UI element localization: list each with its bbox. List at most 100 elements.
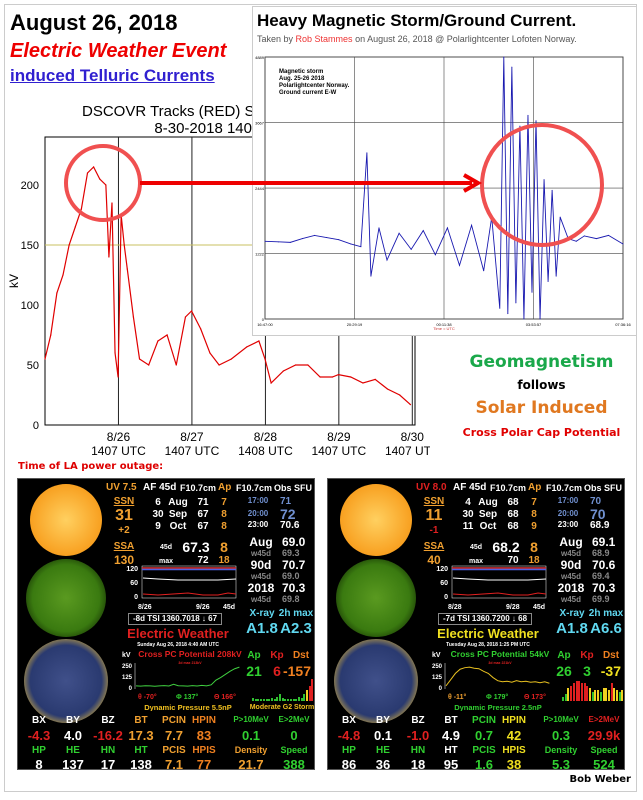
imf-label: P>10MeV	[543, 715, 579, 724]
data-point	[295, 364, 297, 366]
kp-bar	[607, 690, 610, 701]
data-point	[282, 370, 284, 372]
x-tick-time: 1408 UTC	[238, 444, 293, 458]
data-point	[209, 352, 211, 354]
kp-value: 3	[583, 663, 591, 679]
electric-weather-title: Electric Weather	[437, 626, 539, 641]
gc-data-point	[519, 125, 521, 127]
imf-value: 0.1	[373, 728, 393, 743]
stat-w45d: 68.9	[592, 548, 610, 558]
hemi-label: Density	[544, 745, 578, 755]
data-point	[62, 274, 64, 276]
kp-bar	[580, 683, 583, 701]
stat-value: 70.6	[592, 558, 616, 572]
ssn-delta: +2	[118, 525, 130, 536]
hemi-label: HT	[444, 745, 458, 756]
hemi-value: 36	[375, 757, 391, 770]
event-date-heading: August 26, 2018	[10, 10, 178, 35]
x-tick-date: 8/26	[107, 430, 131, 444]
data-point	[350, 376, 352, 378]
inset-author-link[interactable]: Rob Stammes	[295, 34, 353, 44]
gc-x-tick: 00:11:38	[436, 322, 452, 327]
stat-w45d: 69.9	[592, 594, 610, 604]
gc-y-tick: 3667	[255, 120, 265, 125]
imf-label: BX	[32, 715, 46, 726]
kp-bar	[597, 690, 600, 701]
cpc-y-tick: 125	[122, 675, 133, 681]
gc-data-point	[446, 227, 448, 229]
data-point	[108, 256, 110, 258]
kp-bar	[306, 690, 308, 701]
f107-mini-chart: 120 60 08/26 9/26 45d	[126, 565, 237, 610]
solar-induced-label: Solar Induced	[475, 398, 608, 418]
mini-x-end: 45d	[223, 604, 235, 610]
data-point	[50, 334, 52, 336]
data-point	[246, 346, 248, 348]
kp-bar	[279, 694, 281, 701]
data-point	[86, 172, 89, 174]
data-point	[105, 184, 107, 186]
gc-data-point	[539, 318, 541, 320]
dynamic-pressure: Dynamic Pressure 2.5nP	[454, 703, 542, 711]
max-value: 70	[507, 555, 519, 566]
data-point	[374, 378, 376, 380]
gc-data-point	[507, 313, 509, 315]
data-point	[99, 178, 101, 180]
data-point	[337, 374, 340, 376]
uv-index: UV 8.0	[416, 482, 447, 493]
kp-bar	[605, 687, 608, 701]
gc-data-point	[491, 216, 493, 218]
kp-bar	[281, 697, 284, 701]
af-f107: 68	[507, 509, 519, 520]
ap-header: Ap	[528, 482, 542, 493]
tsi-readout: -8d TSI 1360.7018 ↓ 67	[128, 613, 223, 625]
data-point	[270, 382, 272, 384]
cpc-title: Cross PC Potential 208kV	[138, 649, 242, 659]
gc-data-point	[459, 264, 461, 266]
gc-data-point	[622, 243, 624, 245]
f107-header: F10.7cm	[490, 483, 527, 493]
kp-bar	[254, 698, 257, 701]
cross-pc-potential-chart: kV Cross PC Potential 208kV 3d max 213kV 25…	[122, 649, 242, 711]
kp-bar	[276, 696, 279, 701]
xray-max-value: A2.3	[280, 620, 312, 637]
af-f107: 68	[507, 521, 519, 532]
hemi-value: 95	[443, 757, 459, 770]
imf-value: -1.0	[406, 728, 430, 743]
kp-bar	[303, 694, 306, 701]
data-point	[184, 316, 187, 318]
inset-title: Heavy Magnetic Storm/Ground Current.	[257, 11, 577, 30]
ap-header: Ap	[218, 482, 232, 493]
data-point	[93, 166, 95, 168]
gc-data-point	[608, 234, 610, 236]
gc-data-point	[511, 66, 513, 68]
hemi-label: Density	[234, 745, 268, 755]
sun-visible-image	[30, 484, 102, 556]
xray-label: X-ray	[249, 608, 275, 619]
kp-bar	[599, 692, 602, 701]
kp-bar	[270, 697, 273, 701]
af-count: 30	[462, 509, 474, 520]
af-header: AF 45d	[143, 482, 177, 493]
mini-x-start: 8/28	[448, 604, 462, 610]
data-point	[68, 244, 70, 246]
event-title: Electric Weather Event	[10, 40, 227, 62]
induced-currents-link[interactable]: induced Telluric Currents	[10, 66, 215, 85]
cpc-trace	[445, 666, 550, 687]
gc-data-point	[360, 246, 362, 248]
gc-data-point	[277, 241, 279, 243]
gc-data-point	[378, 227, 380, 229]
ssn-label: SSN	[113, 496, 135, 507]
kp-bar	[602, 687, 605, 701]
obs-sfu-header: Obs SFU	[584, 483, 623, 493]
y-axis-label: kV	[7, 274, 21, 288]
imf-value: 17.3	[128, 728, 154, 743]
cpc-angle: Φ 179°	[486, 693, 508, 701]
cpc-angle: θ -11°	[448, 693, 466, 701]
imf-value: 0.3	[551, 728, 571, 743]
af-month: Sep	[168, 509, 188, 520]
stat-period: 90d	[560, 558, 582, 572]
xray-max-label: 2h max	[278, 608, 314, 619]
hemi-value: 524	[593, 757, 615, 770]
dst-value: -37	[600, 663, 621, 679]
